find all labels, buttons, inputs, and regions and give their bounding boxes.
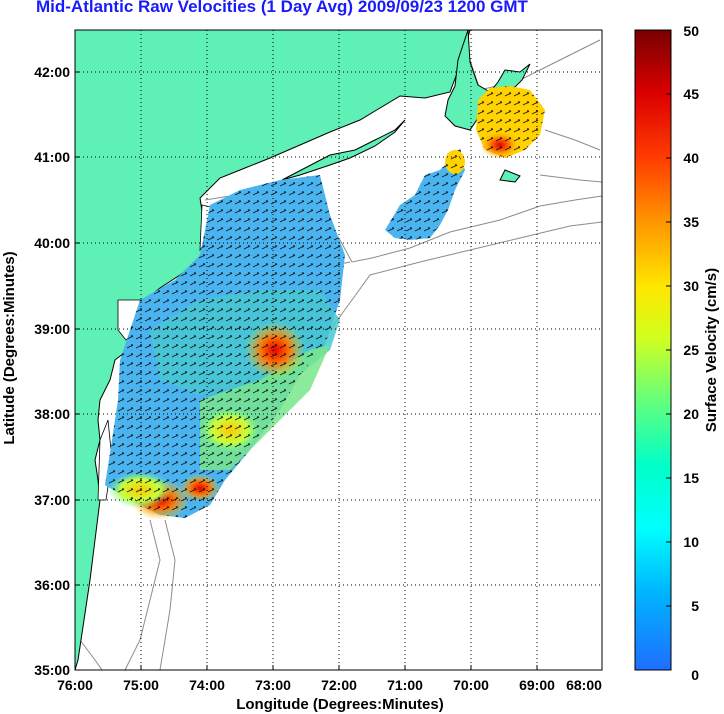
x-tick-label: 70:00: [453, 677, 489, 693]
y-tick-label: 42:00: [34, 64, 70, 80]
colorbar-tick-label: 10: [683, 534, 699, 550]
colorbar-tick-label: 40: [683, 150, 699, 166]
colorbar-ticks: [666, 93, 671, 607]
x-tick-label: 69:00: [519, 677, 555, 693]
x-tick-label: 71:00: [387, 677, 423, 693]
y-tick-label: 38:00: [34, 406, 70, 422]
x-tick-label: 76:00: [57, 677, 93, 693]
y-tick-label: 37:00: [34, 492, 70, 508]
colorbar-tick-label: 35: [683, 214, 699, 230]
y-tick-label: 40:00: [34, 235, 70, 251]
colorbar-tick-label: 0: [691, 667, 699, 683]
y-tick-label: 41:00: [34, 149, 70, 165]
x-tick-labels: 76:00 75:00 74:00 73:00 72:00 71:00 70:0…: [57, 677, 602, 693]
colorbar-tick-label: 15: [683, 470, 699, 486]
y-tick-label: 35:00: [34, 662, 70, 678]
grid-lines: [75, 30, 602, 670]
colorbar-tick-labels: 50 45 40 35 30 25 20 15 10 5 0: [683, 23, 699, 683]
colorbar-label: Surface Velocity (cm/s): [703, 268, 720, 432]
map-layers: [75, 30, 602, 670]
y-axis-label: Latitude (Degrees:Minutes): [1, 251, 18, 444]
colorbar-tick-label: 45: [683, 86, 699, 102]
x-tick-label: 68:00: [566, 677, 602, 693]
colorbar-tick-label: 20: [683, 406, 699, 422]
map-title: Mid-Atlantic Raw Velocities (1 Day Avg) …: [36, 0, 528, 16]
axis-ticks: [74, 71, 538, 670]
y-tick-label: 36:00: [34, 577, 70, 593]
colorbar-tick-label: 50: [683, 23, 699, 39]
y-tick-labels: 42:00 41:00 40:00 39:00 38:00 37:00 36:0…: [34, 64, 70, 678]
x-tick-label: 74:00: [189, 677, 225, 693]
colorbar-tick-label: 5: [691, 598, 699, 614]
velocity-field: [105, 86, 545, 520]
y-tick-label: 39:00: [34, 321, 70, 337]
x-tick-label: 72:00: [321, 677, 357, 693]
x-tick-label: 75:00: [123, 677, 159, 693]
colorbar: [634, 29, 672, 671]
x-tick-label: 73:00: [255, 677, 291, 693]
colorbar-tick-label: 25: [683, 342, 699, 358]
colorbar-tick-label: 30: [683, 278, 699, 294]
x-axis-label: Longitude (Degrees:Minutes): [236, 696, 444, 713]
